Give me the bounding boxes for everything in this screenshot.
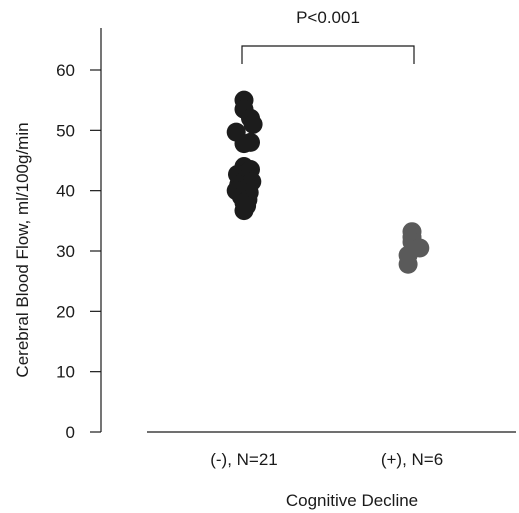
x-axis-title: Cognitive Decline [286, 491, 418, 510]
y-tick-label-40: 40 [56, 182, 75, 201]
data-points [226, 90, 430, 274]
data-point-group1-4 [243, 114, 263, 134]
y-tick-label-50: 50 [56, 121, 75, 140]
category-label-2: (+), N=6 [381, 450, 443, 469]
y-axis-ticks: 0 10 20 30 40 50 60 [56, 61, 101, 442]
category-label-1: (-), N=21 [210, 450, 278, 469]
category-labels: (-), N=21 (+), N=6 [210, 450, 443, 469]
y-tick-label-0: 0 [66, 423, 75, 442]
y-tick-label-20: 20 [56, 302, 75, 321]
data-point-group2-6 [398, 254, 418, 274]
y-tick-label-30: 30 [56, 242, 75, 261]
y-tick-label-60: 60 [56, 61, 75, 80]
y-tick-label-10: 10 [56, 363, 75, 382]
y-axis-title: Cerebral Blood Flow, ml/100g/min [13, 122, 32, 377]
p-value-annotation: P<0.001 [296, 8, 360, 27]
bracket-line [241, 45, 415, 64]
data-point-group1-7 [234, 134, 254, 154]
data-point-group1-21 [234, 201, 254, 221]
significance-bracket [241, 45, 415, 64]
